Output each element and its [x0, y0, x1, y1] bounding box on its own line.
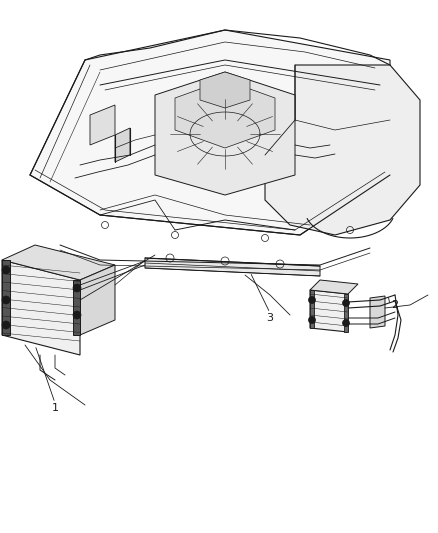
Text: 1: 1 [52, 403, 59, 413]
Polygon shape [145, 258, 320, 276]
Polygon shape [265, 65, 420, 235]
Polygon shape [310, 290, 314, 328]
Circle shape [343, 319, 350, 327]
Polygon shape [200, 72, 250, 108]
Polygon shape [90, 105, 115, 145]
Circle shape [2, 296, 10, 304]
Polygon shape [370, 296, 385, 328]
Polygon shape [115, 128, 130, 162]
Circle shape [2, 321, 10, 329]
Text: 2: 2 [392, 300, 399, 310]
Polygon shape [155, 72, 295, 195]
Text: 3: 3 [266, 313, 273, 323]
Polygon shape [310, 290, 348, 332]
Polygon shape [2, 260, 80, 355]
Polygon shape [2, 260, 10, 335]
Circle shape [308, 317, 315, 324]
Polygon shape [344, 294, 348, 332]
Polygon shape [30, 30, 390, 235]
Circle shape [2, 266, 10, 274]
Polygon shape [310, 280, 358, 294]
Circle shape [308, 296, 315, 303]
Circle shape [73, 284, 81, 292]
Polygon shape [2, 245, 115, 280]
Polygon shape [175, 80, 275, 148]
Polygon shape [73, 280, 80, 335]
Circle shape [343, 300, 350, 306]
Circle shape [73, 311, 81, 319]
Polygon shape [80, 265, 115, 335]
